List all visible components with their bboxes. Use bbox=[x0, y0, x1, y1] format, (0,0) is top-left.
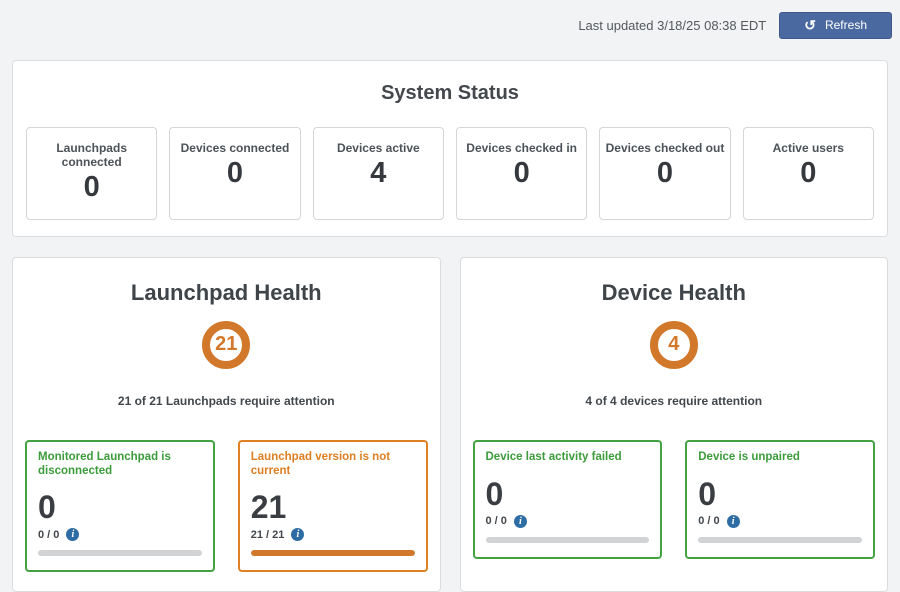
stat-label: Devices checked in bbox=[466, 141, 578, 155]
health-card-ratio-row: 0 / 0 i bbox=[485, 514, 650, 528]
system-status-card-row: Launchpads connected 0 Devices connected… bbox=[26, 127, 874, 220]
last-updated-text: Last updated 3/18/25 08:38 EDT bbox=[578, 17, 767, 33]
health-card-progress-fill bbox=[250, 550, 415, 557]
stat-label: Active users bbox=[772, 141, 844, 155]
stat-label: Launchpads connected bbox=[56, 141, 127, 169]
stat-value: 0 bbox=[83, 171, 100, 203]
device-health-card-row: Device last activity failed 0 0 / 0 i De… bbox=[461, 439, 888, 559]
device-health-panel: Device Health 4 4 of 4 devices require a… bbox=[459, 256, 888, 592]
device-health-badge: 4 bbox=[649, 320, 698, 369]
health-card-value: 21 bbox=[250, 489, 287, 526]
health-card-progress-track bbox=[698, 536, 862, 543]
stat-value: 0 bbox=[656, 157, 674, 189]
health-card-title: Device is unpaired bbox=[698, 450, 800, 463]
health-card-ratio-row: 21 / 21 i bbox=[250, 528, 415, 542]
health-card-value: 0 bbox=[38, 489, 56, 526]
health-card-ratio-row: 0 / 0 i bbox=[38, 528, 202, 542]
refresh-icon: ↺ bbox=[804, 16, 816, 33]
stat-card-active-users: Active users 0 bbox=[742, 127, 874, 220]
info-icon[interactable]: i bbox=[66, 528, 80, 542]
system-status-title: System Status bbox=[381, 82, 519, 104]
stat-label: Devices checked out bbox=[605, 141, 725, 155]
stat-card-devices-active: Devices active 4 bbox=[312, 127, 444, 220]
health-card-progress-track bbox=[485, 536, 650, 543]
health-card-launchpad-disconnected: Monitored Launchpad is disconnected 0 0 … bbox=[25, 439, 215, 573]
health-card-title: Monitored Launchpad is disconnected bbox=[38, 450, 171, 477]
health-card-ratio: 21 / 21 bbox=[250, 528, 285, 541]
info-icon[interactable]: i bbox=[513, 514, 527, 528]
launchpad-health-title: Launchpad Health bbox=[130, 279, 322, 305]
health-card-progress-track bbox=[250, 550, 415, 557]
stat-card-launchpads-connected: Launchpads connected 0 bbox=[26, 127, 158, 220]
launchpad-health-panel: Launchpad Health 21 21 of 21 Launchpads … bbox=[12, 256, 441, 592]
stat-card-devices-connected: Devices connected 0 bbox=[169, 127, 301, 220]
system-status-panel: System Status Launchpads connected 0 Dev… bbox=[12, 60, 888, 237]
device-health-caption: 4 of 4 devices require attention bbox=[585, 393, 763, 408]
health-card-ratio-row: 0 / 0 i bbox=[698, 514, 862, 528]
stat-value: 4 bbox=[370, 157, 387, 189]
health-card-value: 0 bbox=[698, 475, 717, 512]
health-card-progress-track bbox=[38, 550, 202, 557]
stat-value: 0 bbox=[226, 157, 244, 189]
stat-card-devices-checked-out: Devices checked out 0 bbox=[599, 127, 731, 220]
stat-value: 0 bbox=[800, 157, 817, 189]
health-card-ratio: 0 / 0 bbox=[38, 528, 60, 541]
health-card-value: 0 bbox=[485, 475, 504, 512]
info-icon[interactable]: i bbox=[291, 528, 305, 542]
launchpad-health-card-row: Monitored Launchpad is disconnected 0 0 … bbox=[13, 439, 440, 573]
health-card-ratio: 0 / 0 bbox=[485, 515, 507, 528]
info-icon[interactable]: i bbox=[726, 514, 740, 528]
stat-value: 0 bbox=[513, 157, 530, 189]
refresh-button-label: Refresh bbox=[824, 17, 867, 32]
stat-label: Devices active bbox=[336, 141, 420, 155]
top-bar: Last updated 3/18/25 08:38 EDT ↺ Refresh bbox=[0, 0, 900, 50]
health-card-device-activity-failed: Device last activity failed 0 0 / 0 i bbox=[472, 439, 663, 559]
health-card-launchpad-version: Launchpad version is not current 21 21 /… bbox=[237, 439, 428, 573]
refresh-button[interactable]: ↺ Refresh bbox=[779, 11, 892, 39]
device-health-title: Device Health bbox=[601, 279, 746, 305]
health-columns: Launchpad Health 21 21 of 21 Launchpads … bbox=[12, 256, 888, 592]
health-card-title: Device last activity failed bbox=[485, 450, 622, 463]
launchpad-health-badge: 21 bbox=[202, 320, 251, 369]
health-card-device-unpaired: Device is unpaired 0 0 / 0 i bbox=[685, 439, 875, 559]
launchpad-health-caption: 21 of 21 Launchpads require attention bbox=[117, 393, 335, 408]
stat-label: Devices connected bbox=[180, 141, 290, 155]
health-card-ratio: 0 / 0 bbox=[698, 515, 720, 528]
stat-card-devices-checked-in: Devices checked in 0 bbox=[455, 127, 588, 220]
health-card-title: Launchpad version is not current bbox=[250, 450, 391, 477]
